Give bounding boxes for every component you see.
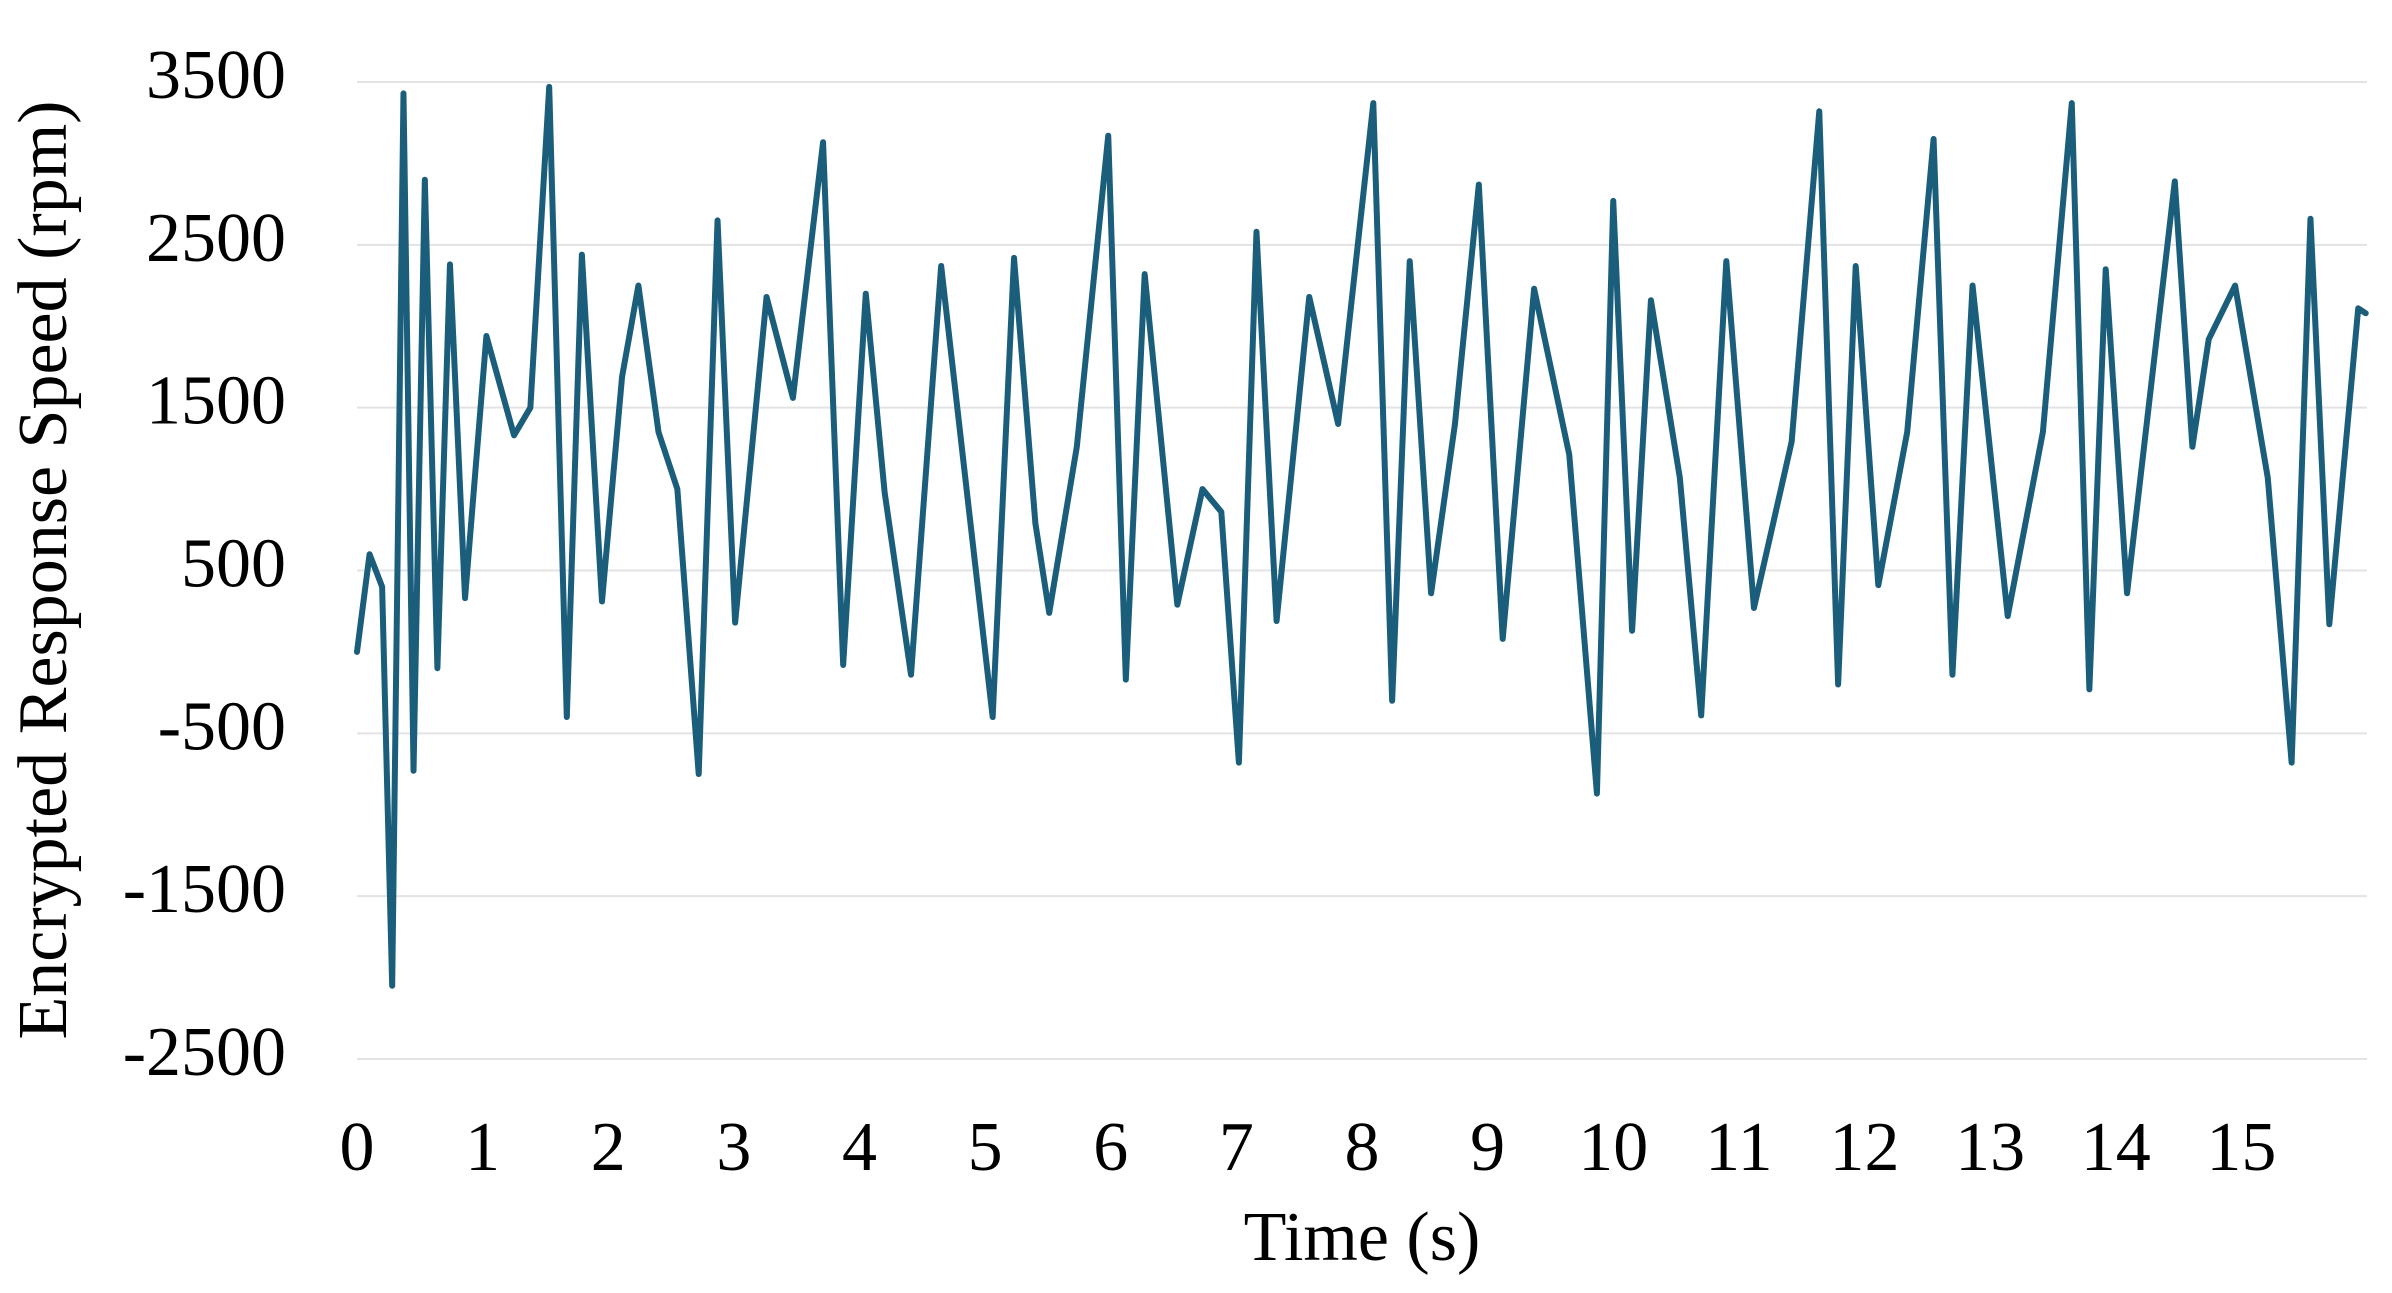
x-tick-label: 8 <box>1345 1109 1380 1186</box>
x-tick-label: 12 <box>1830 1109 1900 1186</box>
x-tick-label: 9 <box>1470 1109 1505 1186</box>
y-tick-label: -2500 <box>123 1014 286 1091</box>
x-tick-label: 7 <box>1219 1109 1254 1186</box>
y-tick-label: 500 <box>181 526 286 603</box>
data-line <box>354 83 2369 989</box>
y-tick-label: 1500 <box>146 363 286 440</box>
x-tick-label: 1 <box>465 1109 500 1186</box>
x-tick-label: 4 <box>842 1109 877 1186</box>
x-tick-label: 11 <box>1705 1109 1772 1186</box>
y-tick-label: -1500 <box>123 851 286 928</box>
x-axis-label: Time (s) <box>1244 1199 1481 1276</box>
y-tick-label: -500 <box>158 688 286 765</box>
y-tick-label: 2500 <box>146 200 286 277</box>
x-tick-label: 5 <box>968 1109 1003 1186</box>
x-tick-label: 13 <box>1955 1109 2025 1186</box>
x-tick-label: 10 <box>1578 1109 1648 1186</box>
x-tick-label: 15 <box>2206 1109 2276 1186</box>
x-tick-label: 0 <box>340 1109 375 1186</box>
x-tick-label: 14 <box>2081 1109 2151 1186</box>
y-tick-label: 3500 <box>146 37 286 114</box>
y-axis-label: Encrypted Response Speed (rpm) <box>5 101 82 1040</box>
x-tick-label: 6 <box>1093 1109 1128 1186</box>
x-tick-label: 2 <box>591 1109 626 1186</box>
x-tick-label: 3 <box>716 1109 751 1186</box>
